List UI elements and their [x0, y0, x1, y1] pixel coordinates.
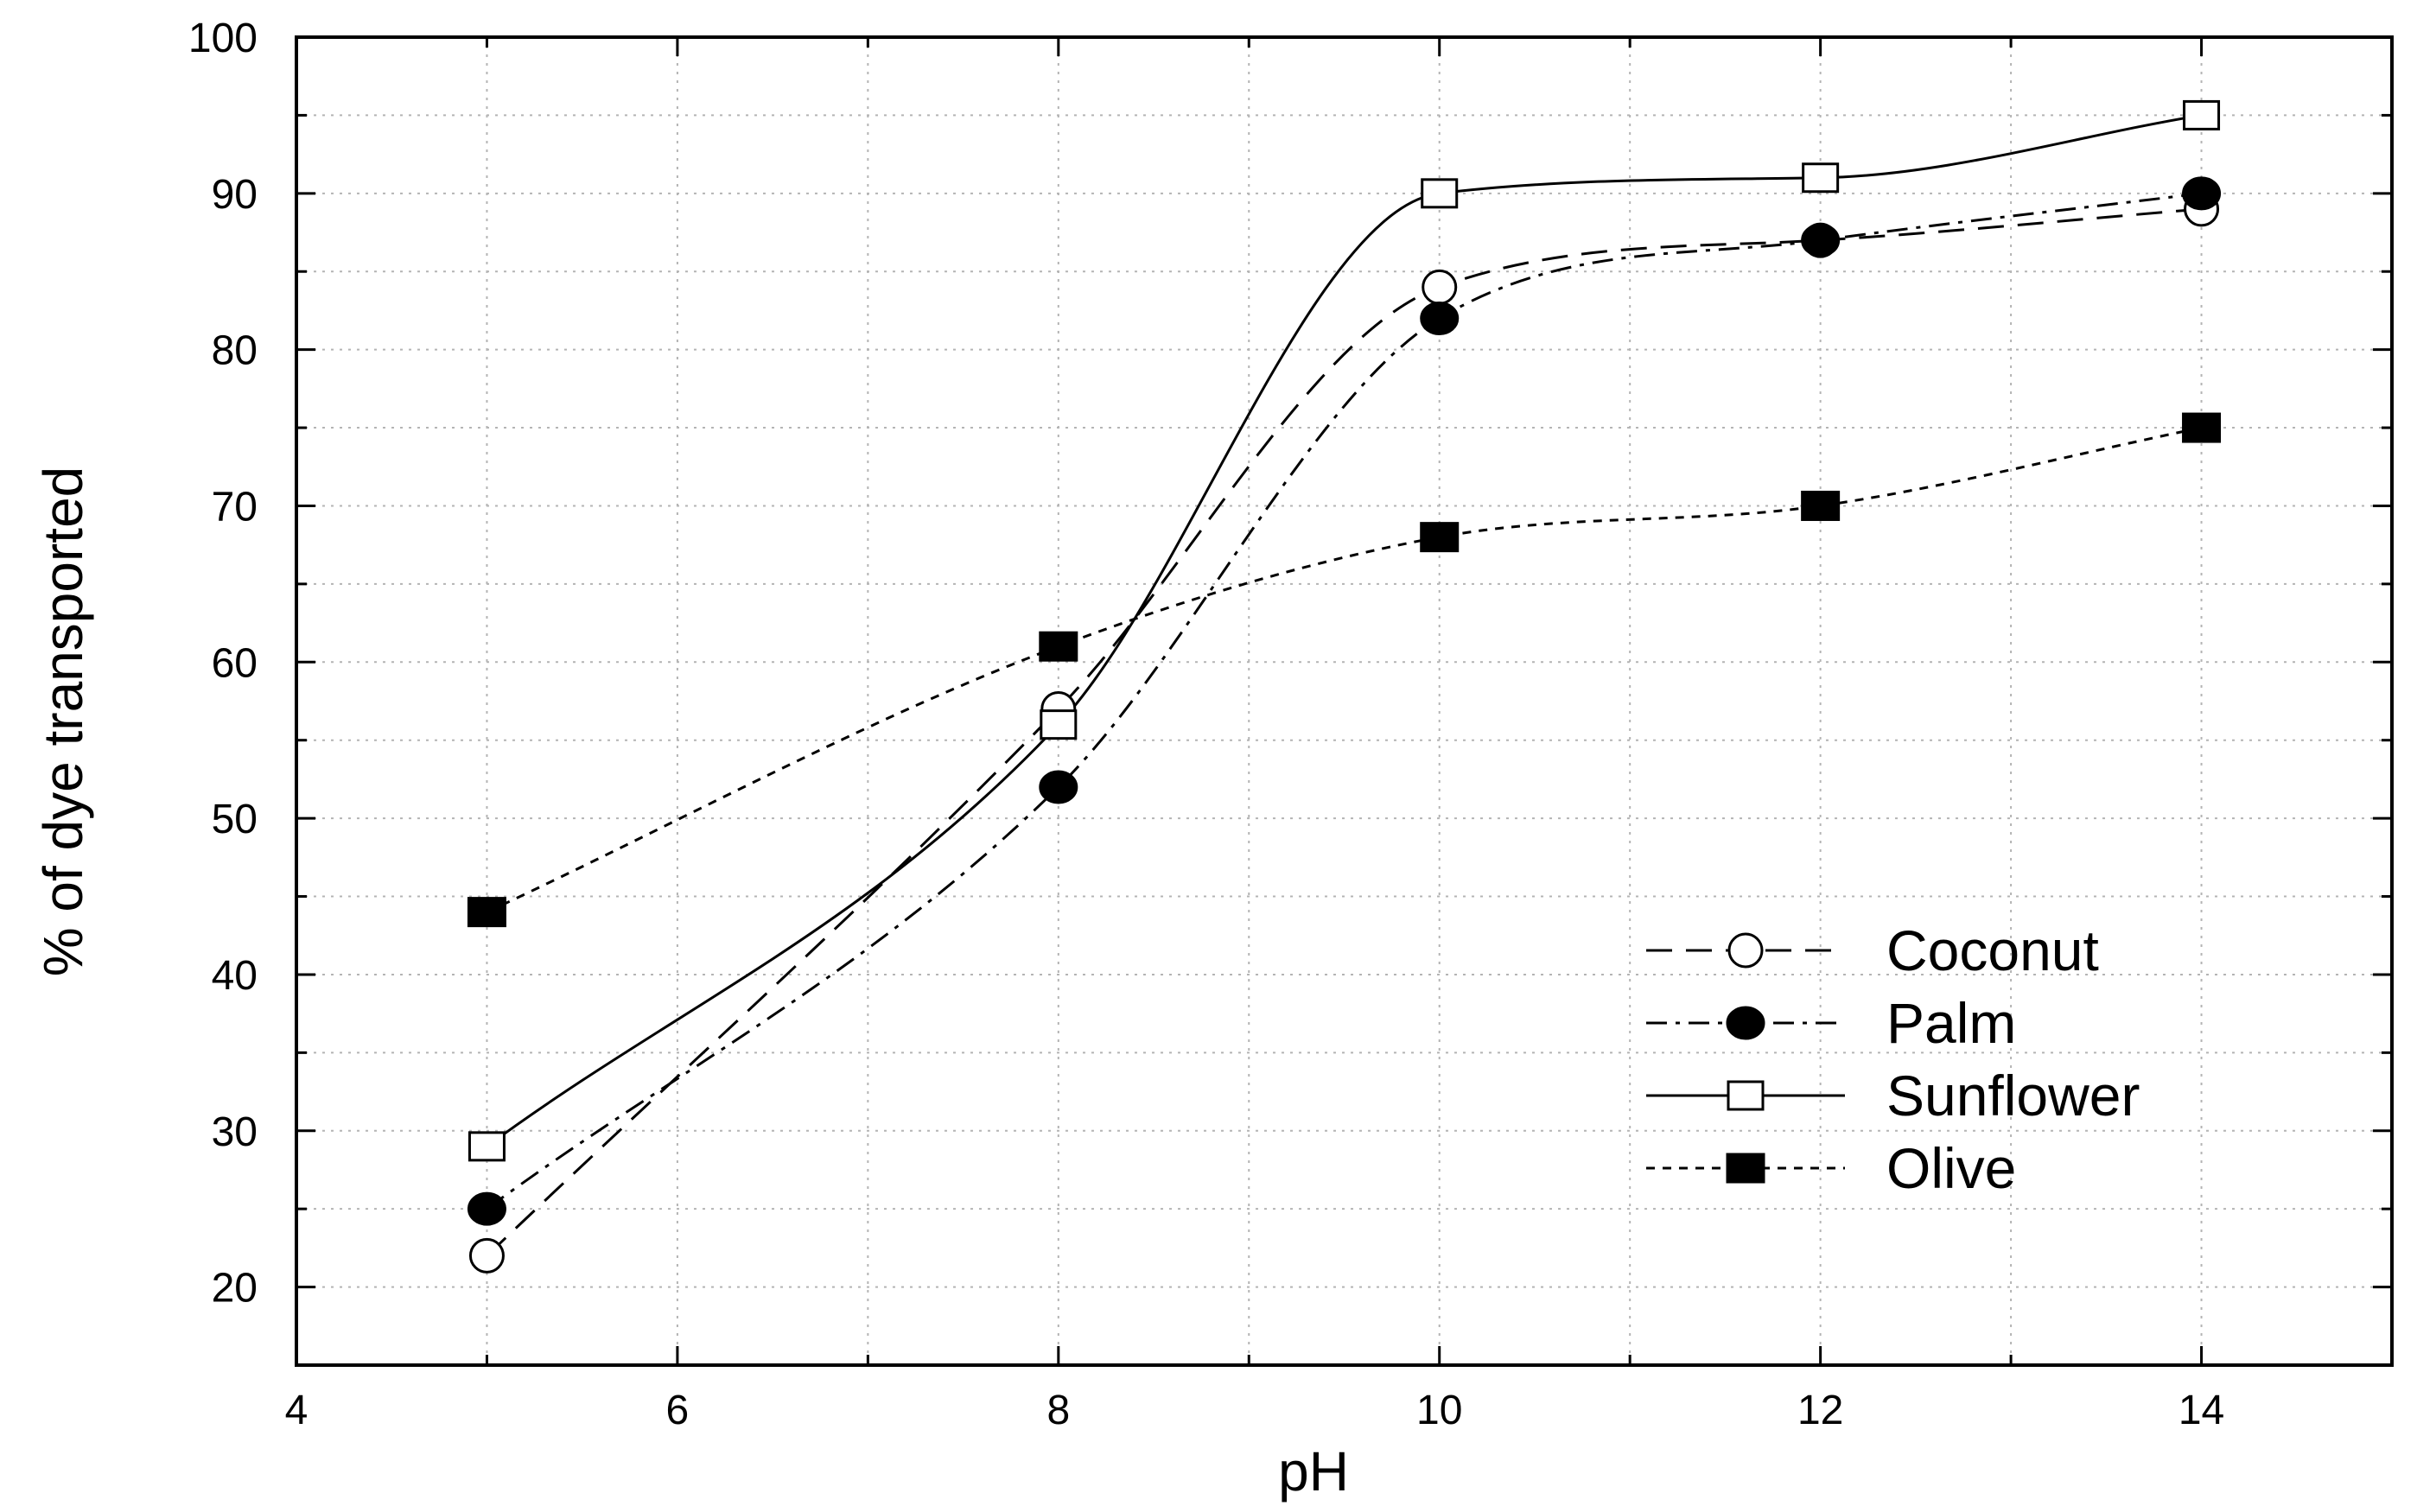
data-point-coconut — [468, 1237, 505, 1274]
legend-marker-sunflower — [1727, 1080, 1765, 1111]
y-tick-label: 20 — [212, 1266, 258, 1312]
series-markers — [467, 99, 2222, 1274]
plot-frame — [295, 35, 2394, 1367]
legend-label-coconut: Coconut — [1886, 918, 2099, 982]
x-tick-label: 14 — [2178, 1388, 2224, 1433]
data-point-sunflower — [1802, 162, 1840, 194]
series-curves — [486, 113, 2202, 1257]
data-point-coconut — [1422, 269, 1458, 305]
data-point-palm — [2182, 176, 2222, 211]
x-tick-label: 6 — [666, 1388, 690, 1433]
legend-marker-palm — [1726, 1006, 1765, 1040]
legend-label-olive: Olive — [1886, 1136, 2016, 1200]
series-line-sunflower — [486, 113, 2202, 1148]
series-line-coconut — [486, 207, 2202, 1257]
y-tick-label: 40 — [212, 953, 258, 999]
legend-marker-coconut — [1727, 932, 1764, 969]
data-point-sunflower — [1421, 178, 1459, 209]
data-point-olive — [2182, 412, 2222, 443]
x-tick-label: 10 — [1416, 1388, 1462, 1433]
data-point-palm — [467, 1191, 506, 1226]
data-point-palm — [1801, 223, 1841, 257]
legend-marker-olive — [1726, 1153, 1765, 1184]
legend: Coconut Palm Sunflower Olive — [1646, 918, 2140, 1200]
y-axis-title: % of dye transported — [32, 467, 94, 977]
data-point-olive — [1420, 522, 1460, 553]
plot-background — [296, 37, 2392, 1365]
data-point-olive — [1039, 631, 1078, 662]
x-tick-label: 8 — [1046, 1388, 1070, 1433]
data-point-palm — [1039, 770, 1078, 804]
y-tick-label: 60 — [212, 640, 258, 686]
data-point-sunflower — [1040, 709, 1078, 740]
data-point-sunflower — [467, 1131, 506, 1162]
data-point-olive — [1801, 490, 1841, 521]
data-point-palm — [1420, 301, 1460, 335]
y-tick-label: 70 — [212, 484, 258, 530]
legend-label-palm: Palm — [1886, 991, 2016, 1055]
x-tick-label: 4 — [285, 1388, 308, 1433]
y-tick-label: 30 — [212, 1109, 258, 1155]
y-tick-label: 50 — [212, 797, 258, 842]
grid — [296, 37, 2392, 1365]
data-point-olive — [467, 897, 506, 928]
tick-labels: 4 6 8 10 12 14 20 30 40 50 60 70 80 90 100 — [188, 16, 2224, 1433]
y-tick-label: 100 — [188, 16, 258, 61]
y-tick-label: 80 — [212, 328, 258, 374]
x-axis-title: pH — [1278, 1440, 1349, 1502]
series-line-olive — [486, 426, 2202, 913]
x-tick-label: 12 — [1797, 1388, 1843, 1433]
y-tick-label: 90 — [212, 172, 258, 218]
legend-label-sunflower: Sunflower — [1886, 1064, 2140, 1128]
data-point-sunflower — [2183, 99, 2221, 130]
series-line-palm — [486, 192, 2202, 1210]
